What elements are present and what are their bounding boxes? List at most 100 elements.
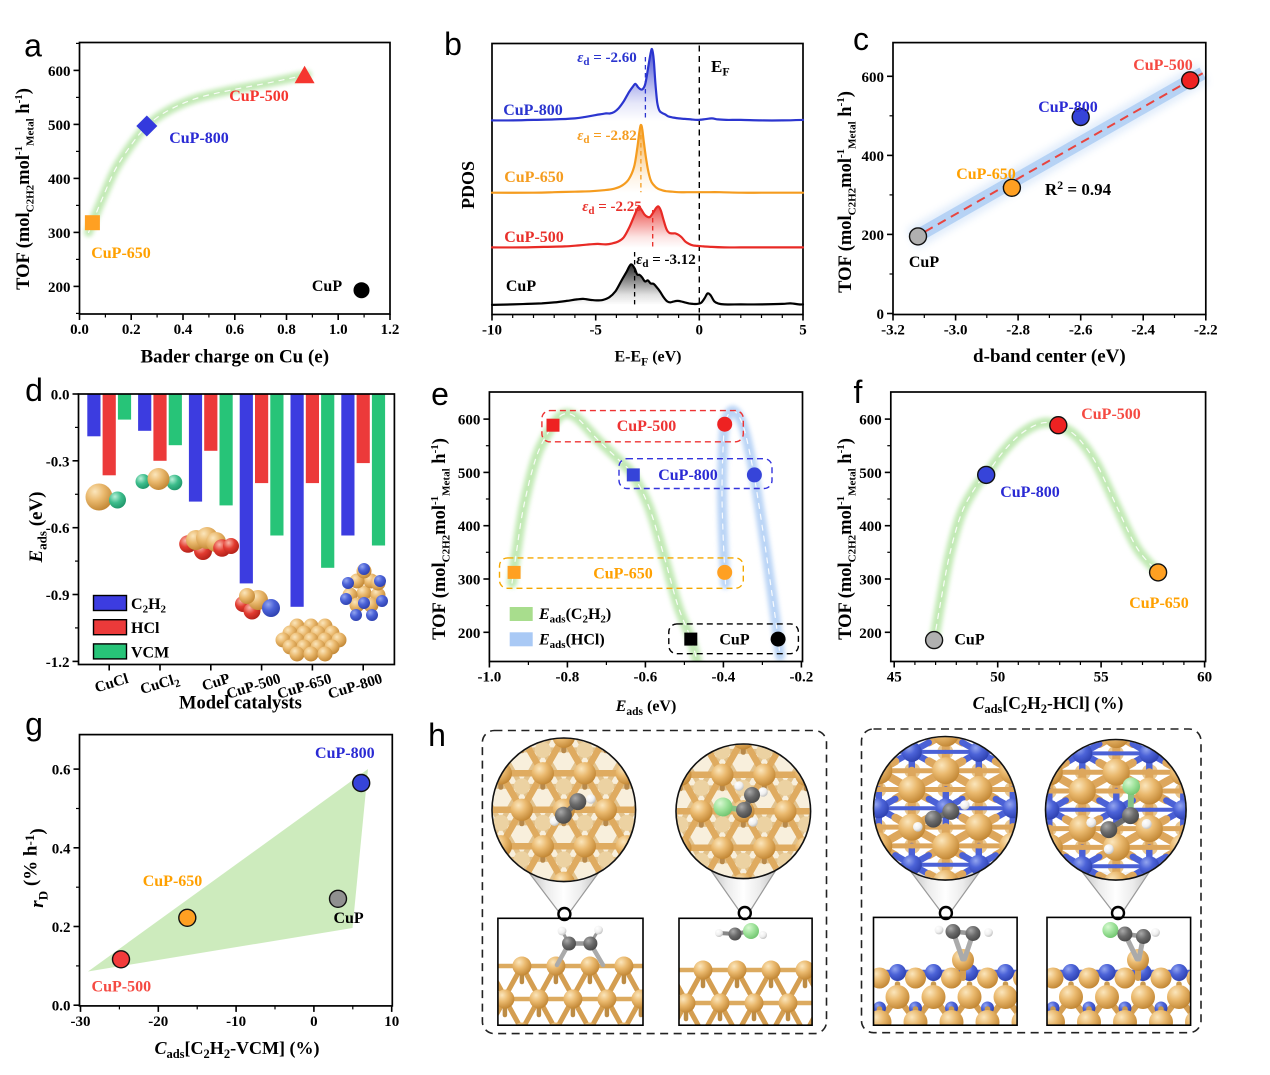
svg-text:0.4: 0.4 (174, 322, 193, 338)
svg-text:a: a (24, 28, 42, 64)
svg-text:0: 0 (877, 307, 885, 323)
svg-text:400: 400 (48, 172, 71, 188)
svg-text:CuCl2: CuCl2 (139, 671, 183, 700)
svg-text:0.4: 0.4 (52, 841, 71, 857)
svg-text:h: h (428, 717, 446, 753)
svg-text:500: 500 (458, 466, 481, 482)
svg-text:0.2: 0.2 (122, 322, 141, 338)
svg-text:PDOS: PDOS (458, 161, 478, 209)
svg-text:600: 600 (458, 413, 481, 429)
svg-text:400: 400 (862, 149, 885, 165)
svg-text:200: 200 (859, 626, 882, 642)
svg-text:CuP-500: CuP-500 (229, 88, 289, 105)
svg-text:0.2: 0.2 (52, 920, 71, 936)
svg-text:-1.2: -1.2 (46, 655, 70, 671)
svg-text:CuP-800: CuP-800 (169, 130, 229, 147)
svg-text:CuP-500: CuP-500 (504, 229, 564, 246)
svg-text:-0.4: -0.4 (712, 670, 736, 686)
svg-text:-20: -20 (148, 1014, 168, 1030)
svg-text:-10: -10 (226, 1014, 246, 1030)
svg-text:55: 55 (1094, 670, 1109, 686)
svg-text:CuP-650: CuP-650 (91, 245, 151, 262)
svg-text:0.6: 0.6 (52, 763, 71, 779)
svg-text:-0.8: -0.8 (556, 670, 580, 686)
svg-text:CuP-650: CuP-650 (1129, 595, 1189, 612)
svg-text:CuP-800: CuP-800 (1000, 484, 1060, 501)
svg-text:400: 400 (458, 519, 481, 535)
svg-text:-0.6: -0.6 (634, 670, 658, 686)
svg-text:Cads[C2H2-HCl] (%): Cads[C2H2-HCl] (%) (973, 693, 1124, 716)
svg-text:300: 300 (458, 573, 481, 589)
svg-text:E-EF (eV): E-EF (eV) (614, 349, 681, 369)
svg-text:CuP-650: CuP-650 (143, 873, 203, 890)
svg-text:g: g (25, 706, 43, 742)
svg-text:VCM: VCM (131, 644, 169, 661)
svg-text:CuP: CuP (954, 632, 984, 649)
svg-text:Eads (eV): Eads (eV) (26, 491, 50, 563)
svg-text:50: 50 (990, 670, 1005, 686)
svg-text:500: 500 (859, 466, 882, 482)
svg-text:Eads (eV): Eads (eV) (615, 698, 677, 718)
svg-text:300: 300 (48, 226, 71, 242)
svg-text:TOF (molC2H2mol-1Metal h-1): TOF (molC2H2mol-1Metal h-1) (13, 88, 37, 290)
svg-text:200: 200 (862, 228, 885, 244)
svg-text:R2 = 0.94: R2 = 0.94 (1045, 178, 1112, 199)
svg-text:-0.9: -0.9 (46, 588, 70, 604)
svg-text:Eads(C2H2): Eads(C2H2) (538, 606, 611, 626)
svg-text:-30: -30 (71, 1014, 91, 1030)
svg-text:f: f (854, 374, 863, 410)
svg-text:-0.3: -0.3 (46, 454, 70, 470)
svg-text:0: 0 (696, 323, 704, 339)
svg-text:CuP-500: CuP-500 (1133, 57, 1193, 74)
svg-text:45: 45 (887, 670, 902, 686)
svg-text:-10: -10 (482, 323, 502, 339)
svg-text:60: 60 (1197, 670, 1212, 686)
svg-text:0: 0 (310, 1014, 318, 1030)
svg-text:CuP-650: CuP-650 (593, 566, 653, 583)
svg-text:-3.2: -3.2 (881, 323, 905, 339)
svg-text:CuP-800: CuP-800 (326, 671, 384, 703)
svg-text:-0.2: -0.2 (790, 670, 814, 686)
svg-text:300: 300 (859, 573, 882, 589)
svg-text:CuP-800: CuP-800 (658, 467, 718, 484)
svg-text:Model catalysts: Model catalysts (179, 694, 302, 714)
svg-text:CuP: CuP (312, 278, 342, 295)
svg-text:CuP: CuP (506, 278, 536, 295)
svg-text:-1.0: -1.0 (478, 670, 502, 686)
svg-text:CuP-800: CuP-800 (503, 102, 563, 119)
svg-text:CuP-650: CuP-650 (956, 166, 1016, 183)
svg-text:C2H2: C2H2 (131, 596, 167, 616)
svg-text:TOF (molC2H2mol-1Metal h-1): TOF (molC2H2mol-1Metal h-1) (429, 438, 453, 640)
svg-text:0.0: 0.0 (70, 322, 89, 338)
svg-text:0.8: 0.8 (277, 322, 296, 338)
svg-text:-5: -5 (589, 323, 602, 339)
svg-text:e: e (431, 376, 449, 412)
svg-text:Eads(HCl): Eads(HCl) (538, 631, 605, 651)
svg-text:CuP: CuP (719, 632, 749, 649)
svg-text:600: 600 (859, 413, 882, 429)
svg-text:10: 10 (384, 1014, 399, 1030)
svg-text:Bader charge on Cu (e): Bader charge on Cu (e) (141, 347, 330, 368)
svg-text:CuP-500: CuP-500 (617, 418, 677, 435)
svg-text:Cads[C2H2-VCM] (%): Cads[C2H2-VCM] (%) (154, 1038, 319, 1061)
svg-text:CuP: CuP (909, 254, 939, 271)
svg-text:-3.0: -3.0 (944, 323, 968, 339)
svg-text:-2.4: -2.4 (1131, 323, 1155, 339)
svg-text:CuCl: CuCl (93, 671, 130, 696)
svg-text:1.0: 1.0 (329, 322, 348, 338)
svg-text:CuP: CuP (333, 910, 363, 927)
svg-text:c: c (853, 21, 869, 57)
svg-text:d: d (25, 372, 43, 408)
svg-text:0.0: 0.0 (51, 388, 70, 404)
svg-text:600: 600 (48, 64, 71, 80)
svg-text:-2.6: -2.6 (1069, 323, 1093, 339)
svg-text:TOF (molC2H2mol-1Metal h-1): TOF (molC2H2mol-1Metal h-1) (835, 438, 859, 640)
svg-text:200: 200 (48, 280, 71, 296)
svg-text:-2.2: -2.2 (1194, 323, 1218, 339)
svg-text:0.6: 0.6 (225, 322, 244, 338)
svg-text:1.2: 1.2 (381, 322, 400, 338)
svg-text:200: 200 (458, 626, 481, 642)
svg-text:CuP-650: CuP-650 (504, 169, 564, 186)
svg-text:HCl: HCl (131, 620, 160, 637)
svg-text:rD (% h-1): rD (% h-1) (21, 828, 51, 907)
